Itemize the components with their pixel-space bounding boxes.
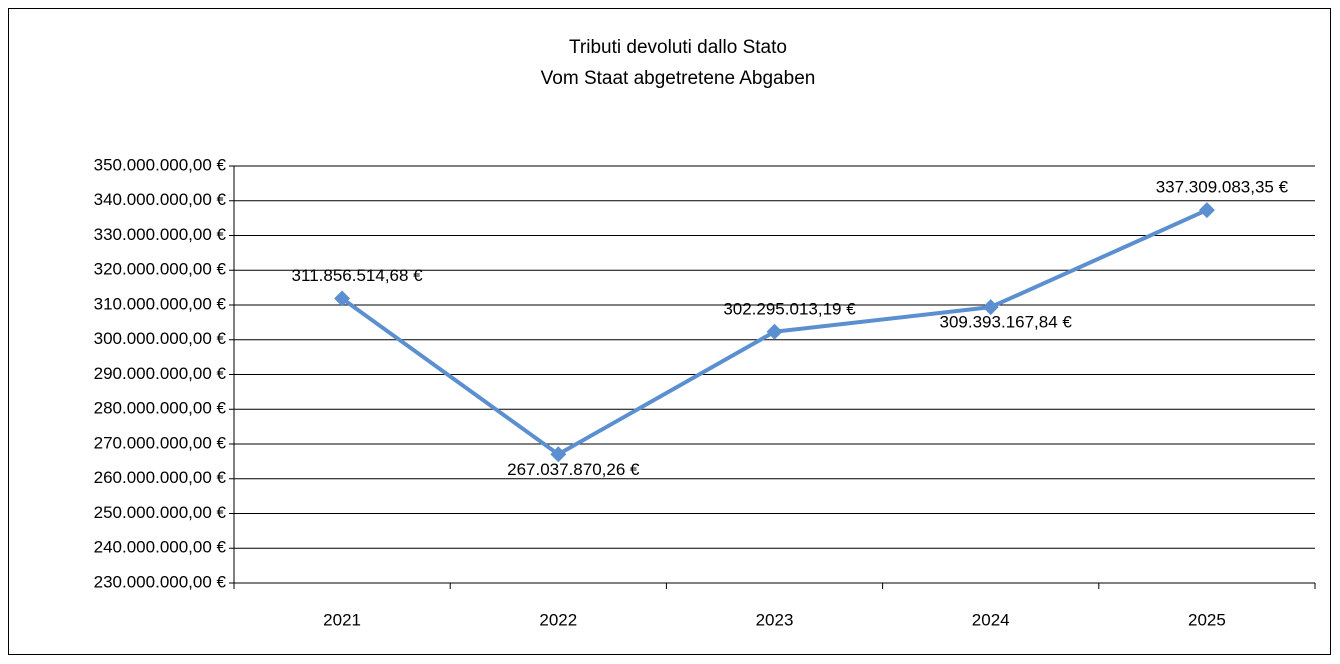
data-label: 311.856.514,68 € (292, 266, 424, 285)
data-label: 309.393.167,84 € (940, 313, 1073, 332)
y-tick-label: 270.000.000,00 € (94, 433, 227, 452)
y-tick-label: 300.000.000,00 € (94, 329, 227, 348)
x-tick-label: 2025 (1188, 610, 1226, 629)
data-point (334, 290, 351, 307)
data-point (766, 323, 783, 340)
y-tick-label: 310.000.000,00 € (94, 294, 227, 313)
x-tick-label: 2023 (756, 610, 794, 629)
y-tick-label: 280.000.000,00 € (94, 399, 227, 418)
y-tick-label: 290.000.000,00 € (94, 364, 227, 383)
y-tick-label: 340.000.000,00 € (94, 190, 227, 209)
y-tick-label: 330.000.000,00 € (94, 225, 227, 244)
x-tick-label: 2022 (539, 610, 577, 629)
data-label: 302.295.013,19 € (723, 299, 856, 318)
y-tick-label: 250.000.000,00 € (94, 503, 227, 522)
data-label: 337.309.083,35 € (1156, 178, 1289, 197)
chart-border (8, 8, 1331, 655)
data-point (1198, 202, 1215, 219)
y-tick-label: 230.000.000,00 € (94, 572, 227, 591)
chart-subtitle: Vom Staat abgetretene Abgaben (541, 68, 816, 89)
y-tick-label: 350.000.000,00 € (94, 155, 227, 174)
y-tick-label: 260.000.000,00 € (94, 468, 227, 487)
y-tick-label: 240.000.000,00 € (94, 538, 227, 557)
chart-title: Tributi devoluti dallo Stato (569, 37, 787, 58)
data-point (982, 299, 999, 316)
data-point (550, 446, 567, 463)
x-tick-label: 2024 (972, 610, 1010, 629)
y-tick-label: 320.000.000,00 € (94, 260, 227, 279)
data-label: 267.037.870,26 € (507, 460, 640, 479)
x-tick-label: 2021 (323, 610, 361, 629)
